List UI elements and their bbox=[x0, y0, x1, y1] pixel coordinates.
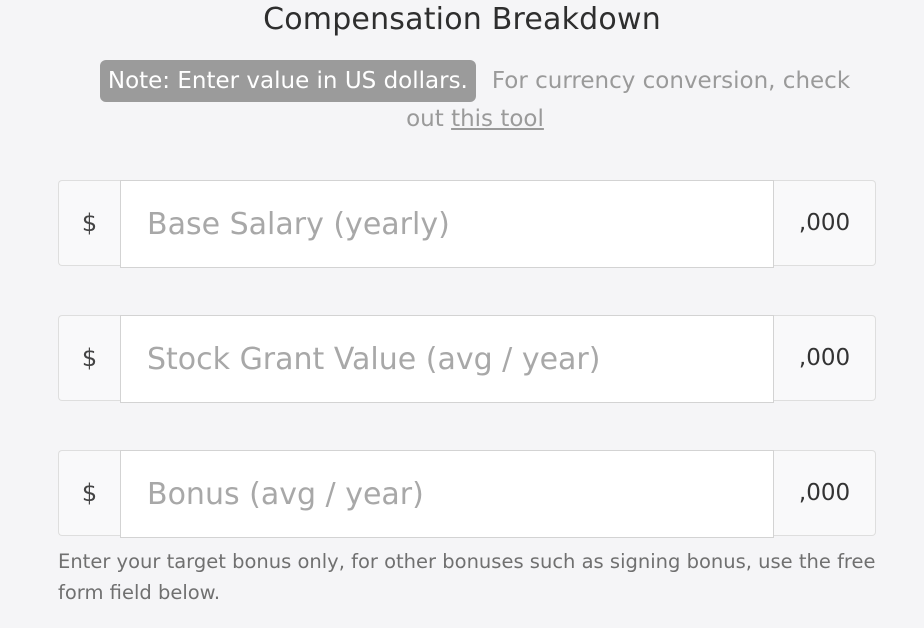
thousands-suffix: ,000 bbox=[774, 450, 876, 536]
thousands-suffix: ,000 bbox=[774, 315, 876, 401]
base-salary-input[interactable] bbox=[120, 180, 774, 268]
base-salary-group: $ ,000 bbox=[58, 180, 876, 268]
dollar-prefix: $ bbox=[58, 450, 120, 536]
thousands-suffix: ,000 bbox=[774, 180, 876, 266]
bonus-group: $ ,000 bbox=[58, 450, 876, 538]
bonus-help-text: Enter your target bonus only, for other … bbox=[58, 550, 876, 604]
stock-grant-input[interactable] bbox=[120, 315, 774, 403]
note-badge: Note: Enter value in US dollars. bbox=[99, 60, 476, 102]
section-title: Compensation Breakdown bbox=[263, 2, 661, 37]
currency-tool-link[interactable]: this tool bbox=[451, 106, 544, 132]
currency-note: Note: Enter value in US dollars. For curr… bbox=[80, 60, 870, 136]
stock-grant-group: $ ,000 bbox=[58, 315, 876, 403]
dollar-prefix: $ bbox=[58, 180, 120, 266]
dollar-prefix: $ bbox=[58, 315, 120, 401]
bonus-input[interactable] bbox=[120, 450, 774, 538]
note-text: For currency conversion, check out bbox=[406, 68, 851, 132]
